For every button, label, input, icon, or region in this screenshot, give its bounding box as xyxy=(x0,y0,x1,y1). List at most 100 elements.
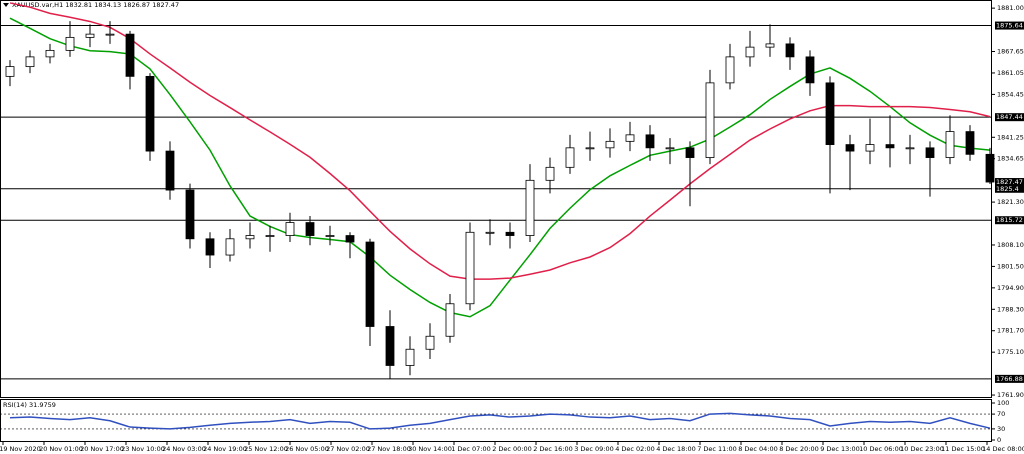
x-tick-label: 23 Nov 10:00 xyxy=(121,445,165,453)
y-tick-label: 1775.10 xyxy=(997,348,1024,356)
candle-body xyxy=(45,49,55,58)
rsi-name: RSI(14) xyxy=(3,401,27,409)
y-tick-label: 1854.45 xyxy=(997,90,1024,98)
x-tick-label: 25 Nov 12:00 xyxy=(244,445,288,453)
line-series xyxy=(9,2,991,280)
y-tick-label: 1788.30 xyxy=(997,305,1024,313)
level-box xyxy=(995,21,1024,30)
candle-body xyxy=(925,147,935,158)
x-tick-label: 26 Nov 05:00 xyxy=(285,445,329,453)
candle-body xyxy=(65,36,75,51)
chart-header: XAUUSD.var,H1 1832.81 1834.13 1826.87 18… xyxy=(12,1,179,9)
candle-body xyxy=(325,235,335,237)
level-label: 1875.64 xyxy=(996,22,1023,30)
x-tick-label: 3 Dec 09:00 xyxy=(574,445,614,453)
high: 1834.13 xyxy=(94,1,121,9)
candle-body xyxy=(625,134,635,142)
line-series xyxy=(9,17,991,318)
y-tick-label: 1801.50 xyxy=(997,262,1024,270)
y-tick-label: 1794.90 xyxy=(997,284,1024,292)
x-tick-label: 27 Nov 18:00 xyxy=(367,445,411,453)
level-label: 1815.72 xyxy=(996,216,1023,224)
candle-body xyxy=(945,131,955,158)
candle-body xyxy=(885,144,895,149)
y-tick-label: 1867.65 xyxy=(997,48,1024,56)
candle-body xyxy=(705,82,715,158)
candle-body xyxy=(285,222,295,236)
x-tick-label: 24 Nov 03:00 xyxy=(162,445,206,453)
rsi-tick-label: 30 xyxy=(997,425,1005,433)
level-label: 1825.4 xyxy=(996,185,1019,193)
x-tick-label: 8 Dec 20:00 xyxy=(779,445,819,453)
x-tick-label: 7 Dec 11:00 xyxy=(697,445,737,453)
x-tick-label: 10 Dec 06:00 xyxy=(859,445,903,453)
x-tick-label: 2 Dec 00:00 xyxy=(492,445,532,453)
x-tick-label: 11 Dec 15:00 xyxy=(941,445,985,453)
candle-body xyxy=(405,348,415,366)
y-tick-label: 1821.30 xyxy=(997,198,1024,206)
candle-body xyxy=(745,46,755,58)
candle-body xyxy=(85,33,95,38)
candle-body xyxy=(805,56,815,84)
candle-body xyxy=(565,147,575,168)
candle-body xyxy=(205,238,215,256)
candle-body xyxy=(25,56,35,68)
y-tick-label: 1861.05 xyxy=(997,69,1024,77)
main-panel xyxy=(0,0,992,398)
candle-body xyxy=(905,147,915,150)
x-tick-label: 1 Dec 07:00 xyxy=(451,445,491,453)
candle-body xyxy=(345,235,355,243)
y-tick-label: 1834.65 xyxy=(997,155,1024,163)
candle-body xyxy=(165,150,175,191)
x-tick-label: 20 Nov 17:00 xyxy=(80,445,124,453)
y-tick-label: 1881.00 xyxy=(997,4,1024,12)
candle-body xyxy=(365,241,375,327)
candle-body xyxy=(985,153,995,183)
line-series xyxy=(9,412,991,430)
y-tick-label: 1781.70 xyxy=(997,327,1024,335)
x-tick-label: 14 Dec 08:00 xyxy=(982,445,1024,453)
x-tick-label: 2 Dec 16:00 xyxy=(533,445,573,453)
candle-body xyxy=(465,231,475,305)
level-label: 1847.44 xyxy=(996,113,1023,121)
candle-body xyxy=(825,82,835,145)
x-tick-label: 9 Dec 13:00 xyxy=(820,445,860,453)
candle-body xyxy=(765,43,775,48)
candle-body xyxy=(605,140,615,149)
candle-body xyxy=(785,43,795,58)
candle-body xyxy=(385,326,395,366)
candle-body xyxy=(485,231,495,234)
candle-body xyxy=(645,134,655,149)
y-tick-label: 1761.90 xyxy=(997,391,1024,399)
y-tick-label: 1841.25 xyxy=(997,133,1024,141)
candle-body xyxy=(725,56,735,84)
x-tick-label: 20 Nov 01:00 xyxy=(39,445,83,453)
candle-body xyxy=(145,75,155,152)
price-box xyxy=(995,178,1024,187)
candle-body xyxy=(525,179,535,236)
candle-body xyxy=(865,144,875,152)
candle-body xyxy=(125,33,135,77)
candle-body xyxy=(305,222,315,236)
open: 1832.81 xyxy=(65,1,92,9)
symbol: XAUUSD.var,H1 xyxy=(12,1,63,9)
candle-body xyxy=(265,235,275,237)
level-box xyxy=(995,113,1024,122)
candle-body xyxy=(505,231,515,236)
candle-body xyxy=(185,189,195,240)
x-tick-label: 10 Dec 23:00 xyxy=(900,445,944,453)
rsi-tick-label: 100 xyxy=(997,399,1009,407)
candle-body xyxy=(965,131,975,155)
candle-body xyxy=(445,303,455,337)
x-tick-label: 8 Dec 04:00 xyxy=(738,445,778,453)
candle-body xyxy=(245,235,255,240)
rsi-tick-label: 70 xyxy=(997,410,1005,418)
level-box xyxy=(995,374,1024,383)
price-label: 1827.47 xyxy=(996,178,1023,186)
x-tick-label: 24 Nov 19:00 xyxy=(203,445,247,453)
x-tick-label: 19 Nov 2020 xyxy=(0,445,41,453)
close: 1827.47 xyxy=(152,1,179,9)
level-label: 1766.88 xyxy=(996,375,1023,383)
rsi-tick-label: 0 xyxy=(997,436,1001,444)
rsi-header: RSI(14) 31.9759 xyxy=(3,401,56,409)
